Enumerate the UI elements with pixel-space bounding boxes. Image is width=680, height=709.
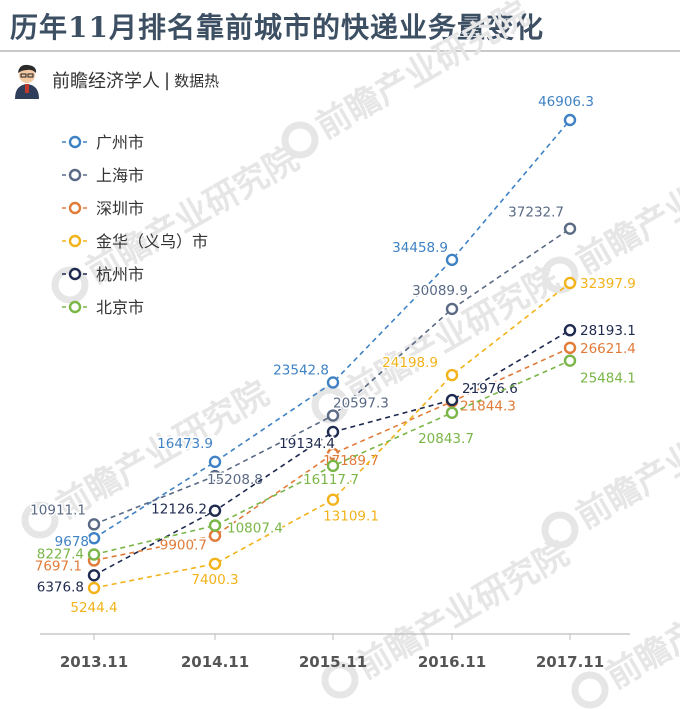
legend-label: 金华（义乌）市 — [96, 232, 208, 251]
brand-subtitle: 数据热 — [174, 71, 220, 90]
legend-marker — [68, 234, 82, 248]
data-label: 19134.4 — [279, 436, 335, 452]
data-label: 10807.4 — [227, 521, 283, 537]
data-point-1 — [87, 531, 101, 545]
x-tick-label: 2015.11 — [299, 653, 367, 671]
watermark-text: 前瞻产业研究院 — [600, 544, 680, 698]
data-label: 15208.8 — [207, 472, 263, 488]
data-point-3 — [563, 341, 577, 355]
data-point-6 — [563, 354, 577, 367]
watermark-logo-icon — [541, 511, 579, 549]
legend-marker — [68, 135, 82, 149]
legend-marker — [68, 267, 82, 281]
data-label: 6376.8 — [37, 579, 84, 595]
data-label: 23542.8 — [273, 362, 329, 378]
data-point-4 — [563, 276, 577, 290]
data-point-5 — [563, 324, 577, 337]
data-point-6 — [208, 519, 222, 532]
data-label: 21976.6 — [462, 381, 518, 397]
title-divider — [0, 50, 680, 52]
data-label: 7697.1 — [35, 558, 82, 574]
data-point-2 — [87, 518, 101, 531]
watermark-text: 前瞻产业研究院 — [310, 0, 536, 147]
data-label: 37232.7 — [508, 205, 564, 221]
data-point-1 — [326, 376, 340, 389]
legend-marker — [68, 201, 82, 215]
data-point-5 — [326, 425, 340, 439]
data-label: 9900.7 — [160, 538, 207, 554]
data-label: 13109.1 — [323, 509, 379, 525]
legend-label: 广州市 — [96, 133, 144, 152]
data-label: 8227.4 — [37, 546, 84, 562]
watermark-logo-icon — [51, 266, 89, 304]
chart-title: 历年11月排名靠前城市的快递业务量变化 — [10, 11, 544, 44]
data-point-5 — [208, 504, 222, 517]
data-point-6 — [326, 459, 340, 473]
data-point-1 — [445, 253, 459, 267]
legend-label: 杭州市 — [96, 265, 144, 284]
data-label: 46906.3 — [538, 94, 594, 110]
data-label: 32397.9 — [580, 276, 636, 292]
economist-avatar-icon — [15, 64, 39, 99]
data-point-6 — [87, 548, 101, 561]
data-point-2 — [445, 302, 459, 316]
data-label: 25484.1 — [580, 371, 636, 387]
x-tick-label: 2014.11 — [181, 653, 249, 671]
x-tick-label: 2013.11 — [60, 653, 128, 671]
data-label: 10911.1 — [30, 502, 86, 518]
data-point-6 — [445, 406, 459, 419]
brand-bar: 前瞻经济学人 | 数据热 — [10, 60, 219, 100]
series-line-1 — [93, 119, 571, 539]
data-label: 20597.3 — [333, 396, 389, 412]
legend-label: 北京市 — [96, 298, 144, 317]
data-label: 30089.9 — [412, 283, 468, 299]
watermark-logo-icon — [321, 661, 359, 699]
data-label: 24198.9 — [382, 355, 438, 371]
watermark-text: 前瞻产业研究院 — [340, 259, 566, 413]
x-tick-label: 2016.11 — [418, 653, 486, 671]
data-label: 28193.1 — [580, 323, 636, 339]
data-point-2 — [208, 469, 222, 483]
x-tick-label: 2017.11 — [536, 653, 604, 671]
watermark-logo-icon — [21, 501, 59, 539]
data-label: 34458.9 — [392, 240, 448, 256]
data-point-2 — [563, 222, 577, 235]
data-point-4 — [326, 493, 340, 506]
watermark-text: 前瞻产业研究院 — [570, 129, 680, 283]
data-label: 9678 — [55, 534, 89, 550]
legend-label: 上海市 — [96, 166, 144, 185]
data-label: 5244.4 — [70, 600, 117, 616]
series-line-3 — [93, 347, 571, 562]
data-label: 26621.4 — [580, 341, 636, 357]
watermark-logo-icon — [281, 121, 319, 159]
legend-marker — [68, 168, 82, 182]
data-point-5 — [445, 393, 459, 407]
data-point-4 — [87, 581, 101, 595]
data-label: 7400.3 — [191, 572, 238, 588]
brand-separator: | — [164, 69, 171, 91]
data-point-1 — [208, 455, 222, 469]
data-point-5 — [87, 569, 101, 582]
data-point-1 — [563, 113, 577, 127]
data-label: 21844.3 — [460, 399, 516, 415]
data-label: 12126.2 — [151, 502, 207, 518]
legend-label: 深圳市 — [96, 199, 144, 218]
data-label: 16117.7 — [303, 472, 359, 488]
brand-name: 前瞻经济学人 — [52, 71, 160, 92]
data-point-4 — [445, 368, 459, 382]
data-point-4 — [208, 557, 222, 570]
watermark-text: 前瞻产业研究院 — [570, 384, 680, 538]
watermark-logo-icon — [571, 671, 609, 709]
series-line-4 — [93, 282, 571, 589]
data-point-2 — [326, 409, 340, 422]
legend-marker — [68, 300, 82, 314]
data-point-3 — [326, 447, 340, 461]
data-label: 16473.9 — [157, 436, 213, 452]
data-point-3 — [208, 529, 222, 542]
data-label: 20843.7 — [418, 431, 474, 447]
